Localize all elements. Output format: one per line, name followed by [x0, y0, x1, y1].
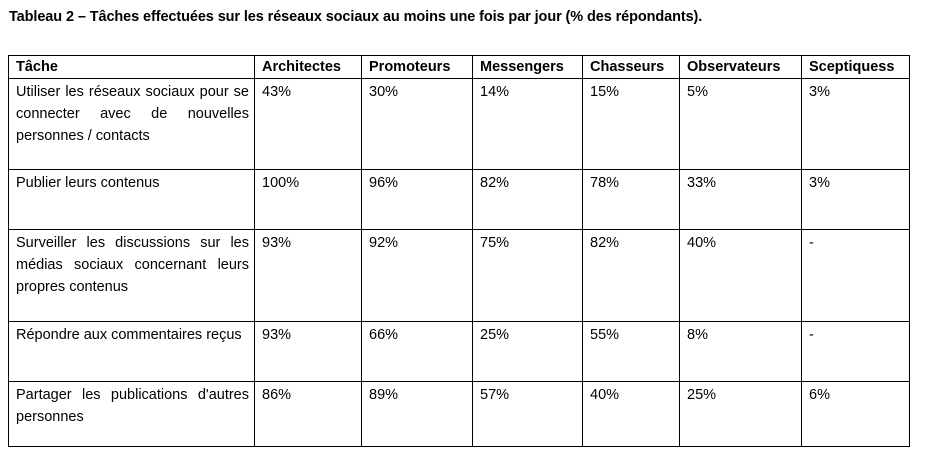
task-cell: Utiliser les réseaux sociaux pour se con… [8, 78, 255, 170]
header-chasseurs: Chasseurs [582, 55, 680, 79]
value-cell: 3% [801, 78, 910, 170]
value-cell: 14% [472, 78, 583, 170]
header-messengers: Messengers [472, 55, 583, 79]
data-table: Tâche Architectes Promoteurs Messengers … [8, 55, 910, 447]
table-row: Partager les publications d'autres perso… [8, 381, 910, 447]
table-row: Surveiller les discussions sur les média… [8, 229, 910, 322]
value-cell: 78% [582, 169, 680, 230]
value-cell: 5% [679, 78, 802, 170]
value-cell: - [801, 229, 910, 322]
value-cell: 30% [361, 78, 473, 170]
value-cell: 82% [472, 169, 583, 230]
value-cell: 43% [254, 78, 362, 170]
value-cell: 25% [679, 381, 802, 447]
table-caption: Tableau 2 – Tâches effectuées sur les ré… [9, 9, 703, 25]
value-cell: 82% [582, 229, 680, 322]
value-cell: 75% [472, 229, 583, 322]
header-promoteurs: Promoteurs [361, 55, 473, 79]
value-cell: - [801, 321, 910, 382]
header-sceptiquess: Sceptiquess [801, 55, 910, 79]
value-cell: 93% [254, 321, 362, 382]
value-cell: 8% [679, 321, 802, 382]
value-cell: 6% [801, 381, 910, 447]
value-cell: 3% [801, 169, 910, 230]
table-row: Répondre aux commentaires reçus 93% 66% … [8, 321, 910, 382]
header-architectes: Architectes [254, 55, 362, 79]
table-row: Publier leurs contenus 100% 96% 82% 78% … [8, 169, 910, 230]
value-cell: 100% [254, 169, 362, 230]
value-cell: 15% [582, 78, 680, 170]
value-cell: 25% [472, 321, 583, 382]
task-cell: Surveiller les discussions sur les média… [8, 229, 255, 322]
value-cell: 93% [254, 229, 362, 322]
header-row: Tâche Architectes Promoteurs Messengers … [8, 55, 910, 79]
table-row: Utiliser les réseaux sociaux pour se con… [8, 78, 910, 170]
value-cell: 89% [361, 381, 473, 447]
value-cell: 92% [361, 229, 473, 322]
task-cell: Répondre aux commentaires reçus [8, 321, 255, 382]
value-cell: 96% [361, 169, 473, 230]
header-tache: Tâche [8, 55, 255, 79]
value-cell: 33% [679, 169, 802, 230]
value-cell: 40% [582, 381, 680, 447]
task-cell: Publier leurs contenus [8, 169, 255, 230]
header-observateurs: Observateurs [679, 55, 802, 79]
value-cell: 40% [679, 229, 802, 322]
value-cell: 57% [472, 381, 583, 447]
value-cell: 86% [254, 381, 362, 447]
value-cell: 66% [361, 321, 473, 382]
task-cell: Partager les publications d'autres perso… [8, 381, 255, 447]
value-cell: 55% [582, 321, 680, 382]
